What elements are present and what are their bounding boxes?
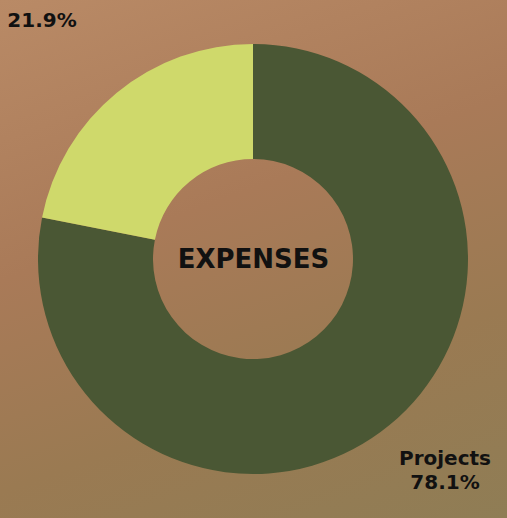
svg-text:21.9%: 21.9% xyxy=(7,8,76,32)
svg-text:EXPENSES: EXPENSES xyxy=(178,244,330,274)
svg-text:Projects: Projects xyxy=(399,446,491,470)
svg-text:78.1%: 78.1% xyxy=(410,470,479,494)
